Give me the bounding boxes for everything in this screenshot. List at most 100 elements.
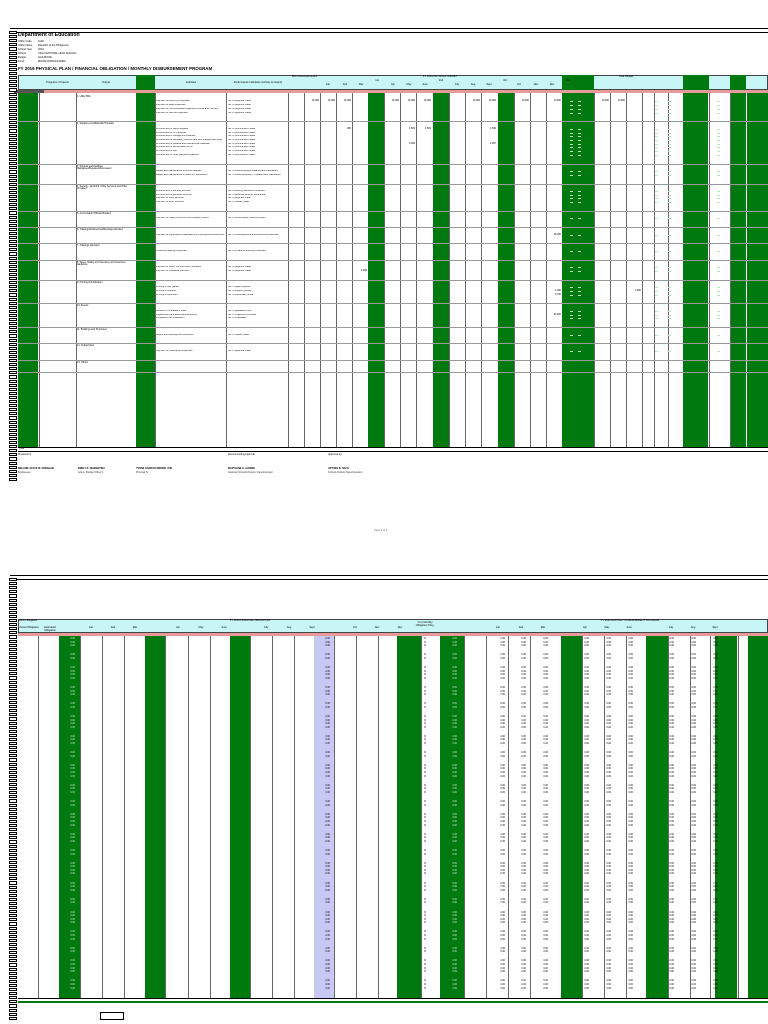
zero-cell: 0.00 <box>584 751 589 755</box>
zero-cell: 0.00 <box>521 725 526 729</box>
section-divider <box>18 121 768 123</box>
zero-cell: 0.00 <box>606 714 611 718</box>
signatory-role: Principal IV <box>136 471 149 474</box>
zero-cell: 0.00 <box>500 937 505 941</box>
row-number <box>9 836 17 840</box>
zero-cell: 0.00 <box>521 823 526 827</box>
row-number <box>9 840 17 844</box>
zero-cell: 0.00 <box>669 689 674 693</box>
month-header: Mar <box>358 83 364 86</box>
zero-cell: 0.00 <box>713 705 718 709</box>
grid-line <box>582 636 583 998</box>
zero-cell: 0.00 <box>521 751 526 755</box>
grid-line <box>226 93 227 447</box>
zero-cell: 0.00 <box>500 705 505 709</box>
grid-line <box>730 93 731 447</box>
row-marker <box>668 101 671 103</box>
zero-cell: 0.00 <box>584 644 589 648</box>
green-value: 0.00 <box>70 982 75 986</box>
row-marker <box>717 190 720 192</box>
row-marker <box>717 194 720 196</box>
zero-cell: 0.00 <box>500 644 505 648</box>
row-number <box>9 342 17 346</box>
row-number <box>9 244 17 248</box>
month-header: Apr <box>175 626 181 629</box>
zero-cell: 0.00 <box>669 868 674 872</box>
percent-value: 0.00 <box>452 763 457 767</box>
percent-cell: % <box>424 653 427 657</box>
zero-cell: 0.00 <box>325 800 330 803</box>
zero-cell: 0.00 <box>606 685 611 689</box>
row-marker <box>717 151 720 153</box>
zero-cell: 0.00 <box>521 865 526 869</box>
row-number <box>9 664 17 668</box>
zero-cell: 0.00 <box>543 653 548 657</box>
row-number <box>9 897 17 901</box>
zero-cell: 0.00 <box>628 763 633 767</box>
zero-cell: 0.00 <box>669 734 674 738</box>
row-number <box>9 473 17 477</box>
zero-cell: 0.00 <box>543 946 548 950</box>
percent-cell: % <box>424 763 427 767</box>
row-number <box>9 379 17 383</box>
percent-cell: % <box>424 702 427 706</box>
row-number <box>9 582 17 586</box>
row-number <box>9 799 17 803</box>
quarter-header: 1st <box>375 79 379 82</box>
section-divider <box>18 279 768 281</box>
row-number <box>9 96 17 100</box>
zero-cell: 0.00 <box>521 666 526 669</box>
zero-cell: 0.00 <box>713 738 718 742</box>
row-marker <box>570 287 573 289</box>
zero-cell: 0.00 <box>628 725 633 729</box>
zero-cell: 0.00 <box>584 839 589 843</box>
activity-cell: Payment of fidelity bonds for Accountabl… <box>156 217 209 220</box>
zero-cell: 0.00 <box>691 865 696 869</box>
signatory-role: Assistant Schools Division Superintenden… <box>228 471 273 474</box>
green-value: 0.00 <box>70 790 75 794</box>
row-marker <box>655 270 658 272</box>
row-marker <box>717 136 720 138</box>
percent-cell: % <box>424 803 427 807</box>
green-column <box>18 93 38 447</box>
row-marker <box>570 294 573 296</box>
percent-value: 0.00 <box>452 970 457 974</box>
zero-cell: 0.00 <box>606 734 611 738</box>
row-number <box>9 696 17 701</box>
percent-header: % to Monthly Obligation Prog. <box>415 621 435 627</box>
zero-cell: 0.00 <box>521 812 526 816</box>
zero-cell: 0.00 <box>691 848 696 852</box>
zero-cell: 0.00 <box>669 848 674 852</box>
zero-cell: 0.00 <box>713 816 718 820</box>
percent-cell: % <box>424 836 427 840</box>
zero-cell: 0.00 <box>713 839 718 843</box>
row-number <box>9 717 17 721</box>
row-number <box>9 219 17 223</box>
value-cell: 10,000 <box>391 99 399 103</box>
row-number <box>9 742 17 746</box>
disb-month-header: July <box>668 626 674 629</box>
zero-cell: 0.00 <box>691 676 696 680</box>
zero-cell: 0.00 <box>543 848 548 852</box>
zero-cell: 0.00 <box>543 718 548 722</box>
zero-cell: 0.00 <box>713 714 718 718</box>
zero-cell: 0.00 <box>691 930 696 934</box>
zero-cell: 0.00 <box>669 803 674 807</box>
green-value: 0.00 <box>70 722 75 726</box>
zero-cell: 0.00 <box>543 637 548 640</box>
zero-cell: 0.00 <box>628 714 633 718</box>
zero-cell: 0.00 <box>713 637 718 640</box>
zero-cell: 0.00 <box>628 803 633 807</box>
grid-line <box>508 636 509 998</box>
header-field-value: 1100 <box>38 40 44 43</box>
zero-cell: 0.00 <box>628 885 633 889</box>
zero-cell: 0.00 <box>325 885 330 889</box>
green-value: 0.00 <box>70 950 75 954</box>
zero-cell: 0.00 <box>628 787 633 791</box>
green-value: 0.00 <box>70 774 75 778</box>
col-mfo: MFO Accomplishment <box>291 75 318 78</box>
zero-cell: 0.00 <box>325 742 330 745</box>
zero-cell: 0.00 <box>543 982 548 986</box>
zero-cell: 0.00 <box>713 783 718 787</box>
zero-cell: 0.00 <box>713 653 718 657</box>
